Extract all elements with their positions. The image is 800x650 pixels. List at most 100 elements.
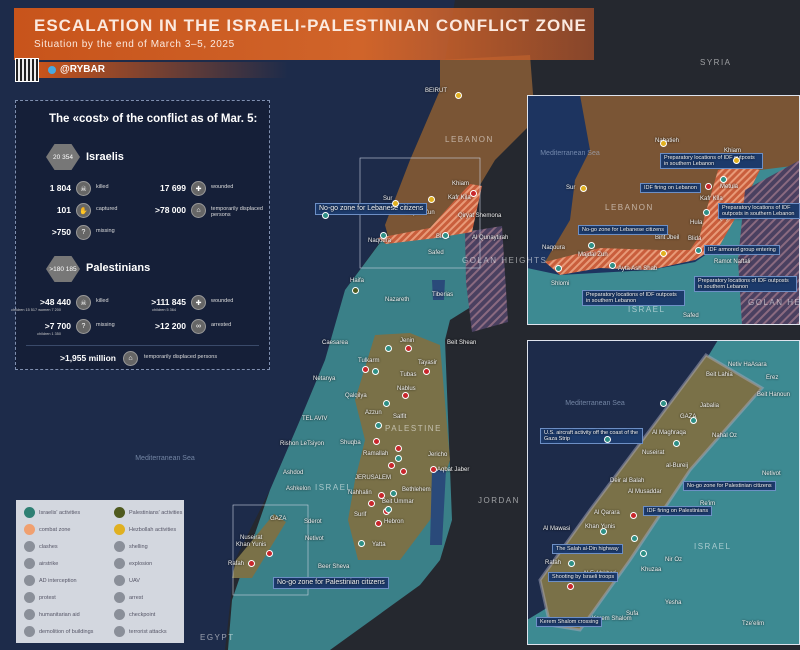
- map-label: TEL AVIV: [302, 416, 328, 422]
- event-marker-icon[interactable]: [378, 492, 385, 499]
- event-marker-icon[interactable]: [609, 262, 616, 269]
- map-label: Jabalia: [700, 403, 720, 409]
- map-label: Shlomi: [551, 281, 570, 287]
- event-marker-icon[interactable]: [392, 200, 399, 207]
- event-marker-icon[interactable]: [690, 417, 697, 424]
- map-label: IDF firing on Palestinians: [643, 506, 713, 516]
- event-marker-icon[interactable]: [395, 455, 402, 462]
- event-marker-icon[interactable]: [630, 512, 637, 519]
- gaza-inset-frame: [232, 504, 309, 596]
- event-marker-icon[interactable]: [423, 368, 430, 375]
- legend-swatch-icon: [24, 575, 35, 586]
- map-label: Re'im: [700, 501, 716, 507]
- stat-value: >1,955 million: [60, 353, 116, 363]
- brand-bar: [38, 62, 288, 78]
- event-marker-icon[interactable]: [358, 540, 365, 547]
- event-marker-icon[interactable]: [402, 392, 409, 399]
- map-label: EGYPT: [200, 633, 235, 642]
- map-label: Deir al Balah: [610, 478, 645, 484]
- map-label: Khiam: [724, 148, 742, 154]
- cross-icon: ✚: [191, 181, 206, 196]
- qr-code-icon[interactable]: [15, 58, 39, 82]
- event-marker-icon[interactable]: [375, 422, 382, 429]
- legend-item: Hezbollah activities: [114, 524, 196, 535]
- event-marker-icon[interactable]: [455, 92, 462, 99]
- event-marker-icon[interactable]: [248, 560, 255, 567]
- legend-label: UAV: [129, 577, 140, 584]
- event-marker-icon[interactable]: [385, 506, 392, 513]
- event-marker-icon[interactable]: [567, 583, 574, 590]
- event-marker-icon[interactable]: [375, 520, 382, 527]
- event-marker-icon[interactable]: [580, 185, 587, 192]
- event-marker-icon[interactable]: [660, 400, 667, 407]
- legend-item: airstrike: [24, 558, 106, 569]
- event-marker-icon[interactable]: [660, 140, 667, 147]
- event-marker-icon[interactable]: [395, 445, 402, 452]
- event-marker-icon[interactable]: [362, 366, 369, 373]
- legend-item: UAV: [114, 575, 196, 586]
- map-label: Bint Jbeil: [655, 235, 680, 241]
- map-label: No-go zone for Lebanese citizens: [315, 203, 428, 215]
- event-marker-icon[interactable]: [428, 196, 435, 203]
- israelis-label: Israelis: [86, 151, 124, 163]
- event-marker-icon[interactable]: [470, 190, 477, 197]
- map-label: Netivot: [762, 471, 781, 477]
- event-marker-icon[interactable]: [430, 466, 437, 473]
- legend-item: terrorist attacks: [114, 626, 196, 637]
- event-marker-icon[interactable]: [660, 250, 667, 257]
- event-marker-icon[interactable]: [600, 528, 607, 535]
- event-marker-icon[interactable]: [373, 438, 380, 445]
- map-label: Beit Lahia: [706, 372, 733, 378]
- map-label: Shooting by Israeli troops: [548, 572, 619, 582]
- event-marker-icon[interactable]: [368, 500, 375, 507]
- legend-label: demolition of buildings: [39, 628, 94, 635]
- page-subtitle: Situation by the end of March 3–5, 2025: [34, 39, 235, 50]
- event-marker-icon[interactable]: [673, 440, 680, 447]
- map-label: No-go zone for Palestinian citizens: [683, 481, 776, 491]
- event-marker-icon[interactable]: [442, 232, 449, 239]
- event-marker-icon[interactable]: [720, 176, 727, 183]
- map-label: Salfit: [393, 414, 407, 420]
- event-marker-icon[interactable]: [588, 242, 595, 249]
- event-marker-icon[interactable]: [385, 345, 392, 352]
- map-label: Preparatory locations of IDF outposts in…: [582, 290, 685, 306]
- event-marker-icon[interactable]: [733, 157, 740, 164]
- event-marker-icon[interactable]: [372, 368, 379, 375]
- map-label: Tayasir: [418, 360, 438, 366]
- event-marker-icon[interactable]: [352, 287, 359, 294]
- event-marker-icon[interactable]: [640, 550, 647, 557]
- event-marker-icon[interactable]: [266, 550, 273, 557]
- event-marker-icon[interactable]: [695, 247, 702, 254]
- event-marker-icon[interactable]: [388, 462, 395, 469]
- event-marker-icon[interactable]: [631, 535, 638, 542]
- map-label: Qalqilya: [345, 393, 367, 399]
- stat-value: >750: [51, 227, 71, 237]
- legend-label: airstrike: [39, 560, 59, 567]
- event-marker-icon[interactable]: [405, 345, 412, 352]
- golan-heights-region: [465, 226, 508, 332]
- map-label: JORDAN: [478, 496, 520, 505]
- sea-of-galilee: [432, 280, 445, 300]
- event-marker-icon[interactable]: [383, 400, 390, 407]
- legend-swatch-icon: [24, 507, 35, 518]
- legend-item: shelling: [114, 541, 196, 552]
- channel-handle[interactable]: @RYBAR: [60, 64, 105, 75]
- event-marker-icon[interactable]: [555, 265, 562, 272]
- stat-value: 17 699: [160, 183, 186, 193]
- legend-item: arrest: [114, 592, 196, 603]
- event-marker-icon[interactable]: [604, 436, 611, 443]
- event-marker-icon[interactable]: [568, 560, 575, 567]
- event-marker-icon[interactable]: [322, 212, 329, 219]
- map-label: ISRAEL: [694, 542, 732, 551]
- map-label: GAZA: [680, 414, 697, 420]
- event-marker-icon[interactable]: [400, 468, 407, 475]
- event-marker-icon[interactable]: [705, 183, 712, 190]
- event-marker-icon[interactable]: [703, 209, 710, 216]
- israel-region: [228, 230, 482, 650]
- palestinians-total: >180 185: [46, 256, 80, 282]
- event-marker-icon[interactable]: [380, 232, 387, 239]
- map-label: No-go zone for Palestinian citizens: [273, 577, 389, 589]
- telegram-icon[interactable]: [48, 66, 56, 74]
- map-label: Yesha: [665, 600, 682, 606]
- event-marker-icon[interactable]: [390, 490, 397, 497]
